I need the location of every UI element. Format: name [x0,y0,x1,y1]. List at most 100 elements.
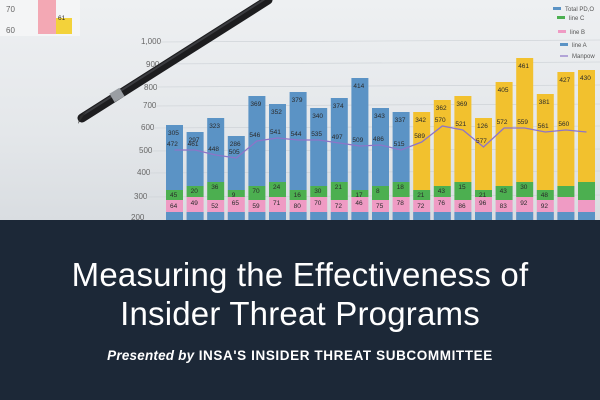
bar-segment-base [330,212,348,220]
line-value-label: 560 [558,121,569,128]
bar-segment-main [372,108,389,186]
bar-segment-main [330,98,348,182]
bar-segment-base [578,212,595,220]
bar-segment-main [516,58,534,182]
line-value-label: 541 [270,129,281,136]
bar [269,104,286,220]
bar-top-label: 337 [395,117,406,124]
bar-pink-label: 64 [170,203,178,210]
bar-top-label: 461 [518,63,529,70]
line-value-label: 544 [291,131,302,138]
bar-segment-base [207,212,225,220]
bar-segment-main [186,132,204,186]
bar-top-label: 414 [353,83,364,90]
bar-segment-main [578,70,595,182]
bar-segment-base [516,212,534,220]
bar-pink-label: 71 [273,200,281,207]
bar [516,58,534,220]
bar-segment-main [227,136,245,190]
bar [227,136,245,220]
bar-top-label: 297 [189,137,200,144]
chart-photo-svg: 70 60 61 1,000 900 800 700 600 500 400 3… [0,0,600,220]
bar-top-label: 305 [168,130,179,137]
bar-green-label: 48 [541,192,549,199]
line-value-label: 486 [373,136,384,143]
bar-segment-green [310,186,328,197]
bar-top-label: 126 [477,123,488,130]
bar-segment-green [413,190,431,200]
title-line-2: Insider Threat Programs [120,295,480,332]
bar [495,82,513,220]
legend-item: line C [569,16,585,22]
bar-top-label: 342 [415,117,426,124]
bar-segment-base [557,212,575,220]
corner-bar-yellow [56,18,72,34]
corner-bar-pink [38,0,56,34]
bar-pink-label: 49 [191,200,199,207]
bar-segment-base [289,212,307,220]
bar [557,72,575,220]
bar-segment-green [289,190,307,200]
bar-top-label: 381 [539,99,550,106]
legend-item: Total PD,O [565,7,594,13]
line-value-label: 472 [167,141,178,148]
y-axis-label: 1,000 [141,37,162,46]
legend-swatch [557,16,565,19]
bar-pink-label: 92 [520,200,528,207]
bar [372,108,389,220]
bar-segment-green [433,186,451,197]
bar-pink-label: 76 [438,200,446,207]
subtitle: Presented by INSA'S INSIDER THREAT SUBCO… [0,348,600,363]
bar-segment-green [227,190,245,197]
bar-pink-label: 80 [294,203,302,210]
y-axis-label: 600 [141,123,155,132]
bar [166,125,183,220]
bar-green-label: 21 [335,184,343,191]
bar-top-label: 340 [312,113,323,120]
legend-item: Manpow [572,54,595,60]
bar-segment-main [475,118,492,190]
bar-segment-base [248,212,266,220]
bar-pink-label: 96 [479,200,487,207]
bar [392,112,410,220]
bar-top-label: 323 [209,123,220,130]
pen-icon [77,0,273,124]
bar-pink-label: 92 [541,203,549,210]
bar [475,118,492,220]
bar-pink-label: 75 [376,203,384,210]
bar-green-label: 30 [314,188,322,195]
bar-pink-label: 65 [232,200,240,207]
bar [351,78,369,220]
line-value-label: 589 [414,133,425,140]
y-axis-label: 700 [143,101,157,110]
bar [330,98,348,220]
bar-top-label: 362 [436,105,447,112]
bar-green-label: 43 [500,188,508,195]
bar-pink-label: 78 [397,200,405,207]
line-value-label: 497 [332,134,343,141]
bar-top-label: 427 [559,77,570,84]
bar-segment-green [166,190,183,200]
line-value-label: 577 [476,138,487,145]
bar-top-label: 379 [292,97,303,104]
bar-top-label: 369 [250,101,261,108]
bar-green-label: 20 [191,188,199,195]
bar-green-label: 18 [397,184,405,191]
bar-segment-base [495,212,513,220]
line-value-label: 509 [352,137,363,144]
bar-top-label: 374 [333,103,344,110]
y-axis-labels: 1,000 900 800 700 600 500 400 300 200 [131,37,162,220]
bar-top-label: 343 [374,113,385,120]
bar-segment-main [166,125,183,190]
bar-segment-main [433,100,451,186]
subtitle-organization: INSA'S INSIDER THREAT SUBCOMMITTEE [198,348,493,363]
bar [207,118,225,220]
bar-pink-label: 72 [417,203,425,210]
line-value-label: 505 [229,149,240,156]
line-value-label: 535 [311,131,322,138]
bar-green-label: 16 [294,192,302,199]
legend-item: line A [572,43,587,49]
bar-segment-main [269,104,286,182]
bar-segment-base [433,212,451,220]
y-axis-label: 200 [131,213,145,220]
